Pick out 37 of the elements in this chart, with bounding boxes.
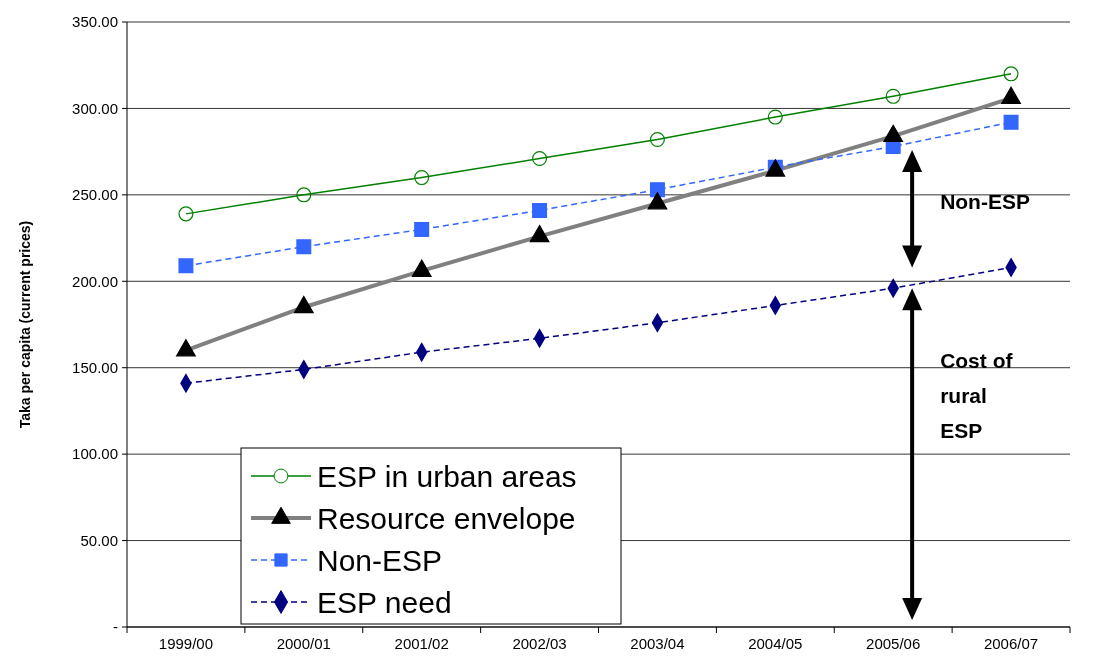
- point: [649, 132, 665, 148]
- point: [649, 182, 665, 198]
- legend-label: Non-ESP: [317, 543, 443, 577]
- point: [296, 187, 312, 203]
- x-tick-label: 2002/03: [512, 635, 567, 652]
- x-tick-label: 2006/07: [983, 635, 1039, 652]
- annotation: Non-ESP: [940, 189, 1030, 213]
- point: [885, 88, 901, 104]
- point: [1003, 66, 1019, 82]
- y-tick-label: 100.00: [72, 445, 118, 463]
- y-tick-label: 200.00: [72, 272, 118, 290]
- annotation: Cost of rural ESP: [940, 349, 1014, 443]
- y-tick-label: -: [113, 618, 118, 636]
- y-axis-title: Taka per capita (current prices): [17, 220, 33, 429]
- y-tick-label: 300.00: [72, 99, 118, 117]
- x-tick-label: 2003/04: [630, 635, 685, 652]
- y-tick-label: 250.00: [72, 186, 118, 204]
- x-tick-label: 2000/01: [276, 635, 331, 652]
- point: [178, 258, 194, 274]
- y-tick-label: 350.00: [72, 13, 118, 31]
- point: [414, 221, 430, 237]
- x-tick-label: 2005/06: [866, 635, 921, 652]
- y-tick-label: 50.00: [80, 531, 118, 549]
- legend-label: ESP in urban areas: [317, 459, 577, 493]
- point: [532, 151, 548, 167]
- point: [532, 202, 548, 218]
- legend-label: Resource envelope: [317, 501, 576, 535]
- point: [178, 206, 194, 222]
- point: [414, 170, 430, 186]
- point: [767, 109, 783, 125]
- y-tick-label: 150.00: [72, 358, 118, 376]
- x-tick-label: 2001/02: [394, 635, 449, 652]
- x-tick-label: 2004/05: [748, 635, 803, 652]
- x-tick-label: 1999/00: [158, 635, 214, 652]
- point: [1003, 114, 1019, 130]
- point: [296, 239, 312, 255]
- legend-label: ESP need: [317, 585, 452, 619]
